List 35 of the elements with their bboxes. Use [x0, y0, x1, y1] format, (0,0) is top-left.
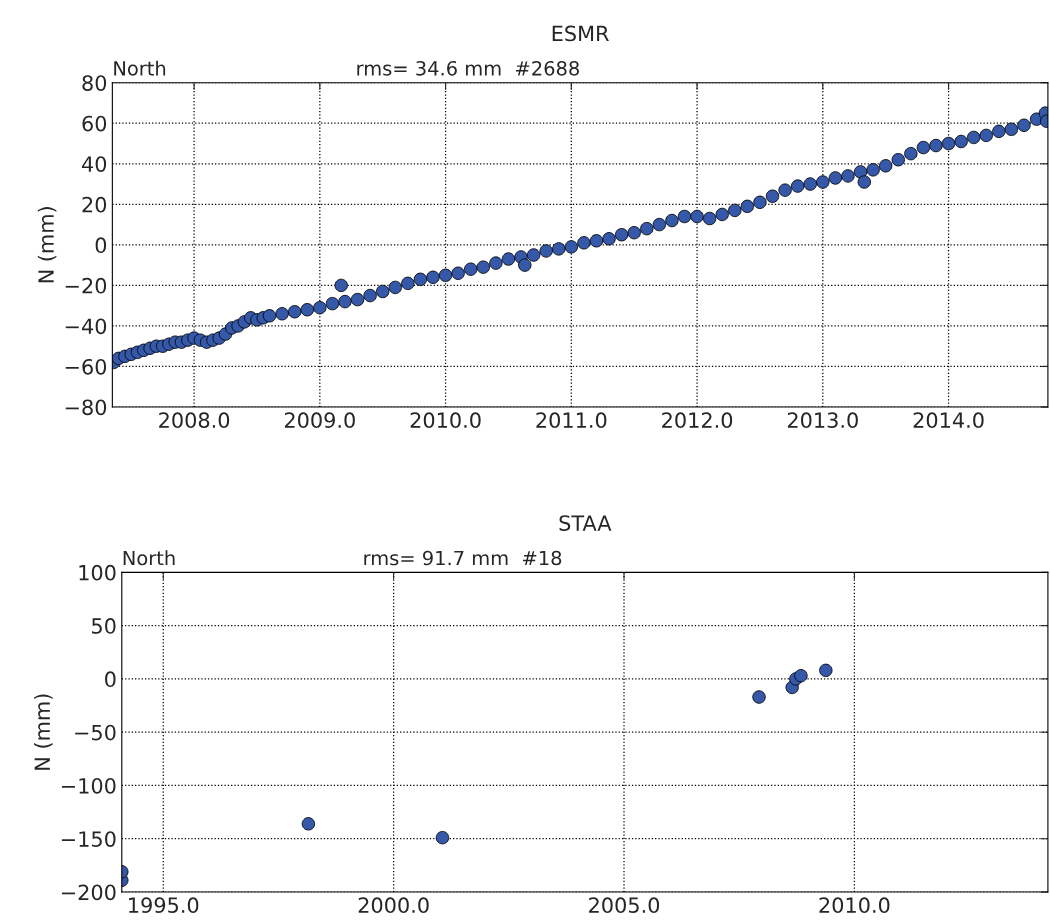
x-tick-label: 1995.0	[129, 897, 199, 914]
y-tick-label: 100	[79, 564, 116, 581]
y-tick-label: 0	[105, 671, 116, 688]
x-tick-label: 2008.0	[159, 412, 230, 429]
y-tick-label: −50	[75, 724, 116, 741]
y-tick-label: 40	[82, 156, 107, 172]
x-tick-label: 2014.0	[913, 412, 984, 429]
y-tick-label: −40	[65, 318, 107, 335]
y-tick-label: 80	[82, 75, 107, 91]
x-tick-label: 2010.0	[819, 897, 890, 914]
y-tick-label: −100	[61, 777, 116, 794]
y-tick-label: −20	[65, 277, 107, 294]
x-tick-label: 2000.0	[358, 897, 429, 914]
y-tick-label: −150	[61, 831, 116, 847]
text: North	[123, 550, 175, 566]
y-tick-label: 0	[95, 237, 107, 254]
x-tick-label: 2012.0	[662, 412, 733, 429]
chart-title: STAA	[559, 515, 612, 531]
y-axis-title: N (mm)	[37, 207, 57, 283]
y-tick-label: 50	[92, 618, 116, 634]
x-tick-label: 2011.0	[536, 412, 607, 429]
y-tick-label: −200	[61, 884, 116, 901]
y-axis-title: N (mm)	[34, 694, 53, 770]
y-tick-label: 60	[82, 115, 107, 132]
text: rms= 91.7 mm #18	[364, 550, 562, 566]
x-tick-label: 2005.0	[589, 897, 660, 914]
x-tick-label: 2010.0	[410, 412, 481, 429]
chart-title: ESMR	[552, 25, 609, 42]
text: rms= 34.6 mm #2688	[357, 60, 579, 76]
text: North	[114, 60, 166, 76]
y-tick-label: −60	[65, 358, 107, 375]
x-tick-label: 2009.0	[284, 412, 355, 429]
y-tick-label: −80	[65, 399, 107, 416]
x-tick-label: 2013.0	[787, 412, 858, 429]
y-tick-label: 20	[82, 196, 107, 213]
